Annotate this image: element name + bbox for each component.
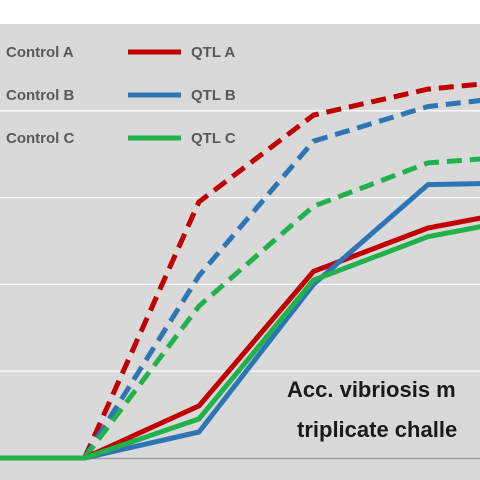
- legend-label-control-c: Control C: [6, 130, 74, 147]
- annotation-line-2: triplicate challe: [297, 417, 457, 442]
- annotation-line-1: Acc. vibriosis m: [287, 377, 456, 402]
- legend-label-qtl-a: QTL A: [191, 44, 235, 61]
- annotation: Acc. vibriosis m triplicate challe: [287, 377, 457, 442]
- legend: Control A QTL A Control B QTL B Control C QTL…: [6, 44, 236, 147]
- legend-label-control-a: Control A: [6, 44, 74, 61]
- gridlines: [0, 110, 480, 460]
- legend-label-qtl-b: QTL B: [191, 87, 236, 104]
- series-lines: [0, 81, 480, 461]
- legend-label-qtl-c: QTL C: [191, 130, 236, 147]
- series-line-control-a: [0, 81, 480, 461]
- plot-background: [0, 24, 480, 480]
- series-line-control-b: [0, 98, 480, 461]
- legend-label-control-b: Control B: [6, 87, 74, 104]
- series-line-qtl-c: [0, 224, 480, 461]
